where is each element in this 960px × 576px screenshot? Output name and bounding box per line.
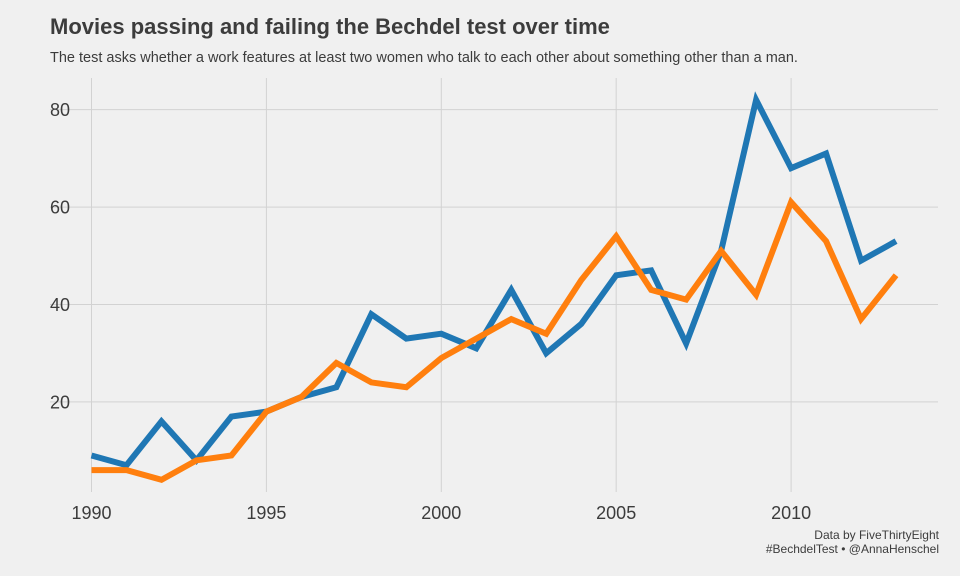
tick-labels: 20 40 60 80 1990 1995 2000 2005 2010 — [50, 100, 811, 523]
x-tick-label-1990: 1990 — [71, 503, 111, 523]
x-tick-label-2005: 2005 — [596, 503, 636, 523]
x-tick-label-2000: 2000 — [421, 503, 461, 523]
gridlines — [50, 78, 938, 492]
series-line-2 — [91, 196, 899, 484]
x-tick-label-2010: 2010 — [771, 503, 811, 523]
chart-title: Movies passing and failing the Bechdel t… — [50, 14, 610, 39]
y-tick-label-60: 60 — [50, 198, 70, 218]
x-tick-label-1995: 1995 — [246, 503, 286, 523]
y-tick-label-80: 80 — [50, 100, 70, 120]
series-lines — [90, 91, 899, 484]
chart-subtitle: The test asks whether a work features at… — [50, 50, 798, 66]
caption-source: Data by FiveThirtyEight — [814, 528, 939, 542]
y-tick-label-40: 40 — [50, 295, 70, 315]
y-tick-label-20: 20 — [50, 392, 70, 412]
series-line-1 — [90, 91, 898, 469]
caption-hashtag: #BechdelTest • @AnnaHenschel — [765, 542, 939, 556]
chart-caption: Data by FiveThirtyEight #BechdelTest • @… — [766, 528, 939, 556]
